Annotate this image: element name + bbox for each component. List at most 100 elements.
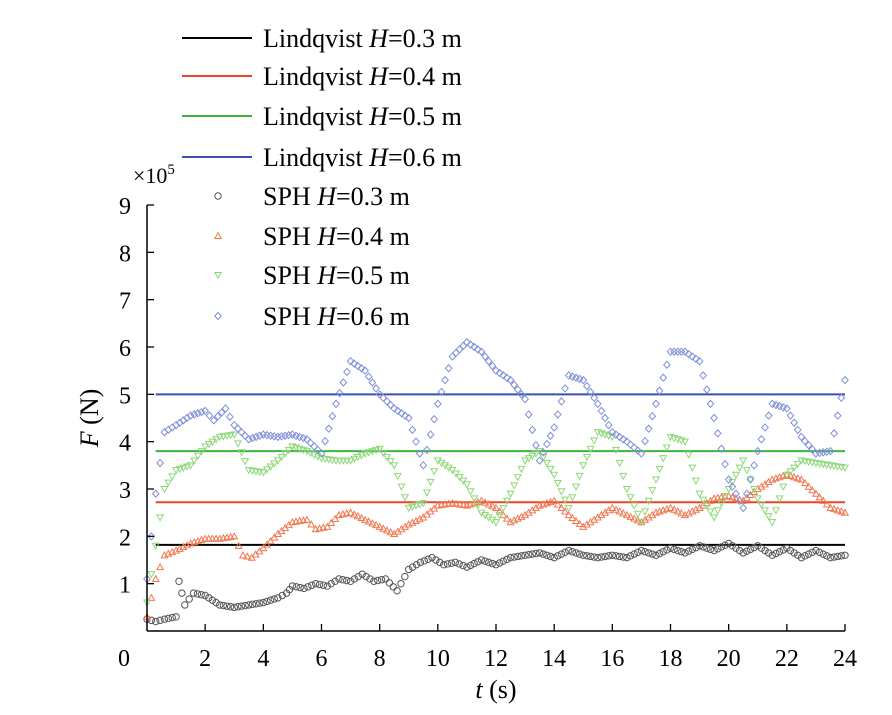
data-point bbox=[492, 561, 500, 569]
data-point bbox=[390, 529, 399, 538]
data-point bbox=[666, 544, 675, 552]
data-point bbox=[259, 469, 268, 477]
data-point bbox=[383, 397, 391, 406]
data-point bbox=[521, 457, 530, 465]
data-point bbox=[823, 552, 831, 560]
data-point bbox=[147, 616, 156, 625]
data-point bbox=[455, 500, 464, 508]
data-point bbox=[582, 520, 591, 528]
data-point bbox=[502, 514, 511, 522]
y-tick-label: 3 bbox=[119, 478, 131, 504]
data-point bbox=[292, 583, 300, 591]
data-point bbox=[681, 549, 689, 557]
data-point bbox=[790, 472, 799, 481]
data-point bbox=[156, 616, 164, 625]
data-point bbox=[550, 471, 559, 480]
data-point bbox=[308, 581, 316, 589]
data-point bbox=[710, 514, 719, 522]
data-point bbox=[466, 561, 475, 570]
data-point bbox=[346, 457, 355, 465]
data-point bbox=[604, 506, 613, 514]
y-multiplier-label: ×105 bbox=[133, 162, 175, 188]
data-point bbox=[375, 522, 384, 530]
data-point bbox=[546, 465, 555, 474]
data-point bbox=[833, 506, 842, 514]
data-point bbox=[462, 481, 471, 489]
data-point bbox=[346, 577, 355, 585]
legend-label: Lindqvist H=0.4 m bbox=[263, 62, 462, 91]
data-point bbox=[288, 582, 297, 590]
data-point bbox=[266, 536, 275, 545]
data-point bbox=[248, 600, 257, 609]
data-point bbox=[772, 549, 780, 558]
data-point bbox=[226, 432, 235, 440]
data-point bbox=[532, 440, 540, 450]
data-point bbox=[397, 483, 406, 491]
x-tick-label: 0 bbox=[118, 646, 130, 672]
data-point bbox=[441, 462, 450, 470]
data-point bbox=[485, 558, 493, 567]
data-point bbox=[263, 597, 271, 606]
data-point bbox=[255, 431, 264, 441]
data-point bbox=[513, 385, 522, 394]
data-point bbox=[710, 413, 719, 423]
data-point bbox=[237, 427, 246, 437]
data-point bbox=[217, 408, 226, 417]
data-point bbox=[223, 602, 231, 610]
data-point bbox=[800, 478, 810, 487]
x-tick-label: 10 bbox=[426, 646, 450, 672]
data-point bbox=[815, 493, 824, 501]
data-point bbox=[604, 420, 613, 430]
data-point bbox=[221, 404, 230, 413]
data-point bbox=[381, 575, 390, 583]
data-point bbox=[619, 435, 628, 444]
data-point bbox=[430, 414, 439, 424]
data-point bbox=[234, 541, 243, 549]
data-point bbox=[750, 461, 758, 470]
data-point bbox=[793, 461, 802, 469]
data-point bbox=[557, 550, 566, 558]
x-tick-label: 20 bbox=[717, 646, 741, 672]
data-point bbox=[553, 410, 562, 419]
data-point bbox=[510, 553, 518, 561]
data-point bbox=[713, 429, 722, 438]
data-point bbox=[266, 463, 275, 471]
data-point bbox=[502, 497, 511, 506]
data-point bbox=[377, 576, 386, 584]
data-point bbox=[273, 432, 282, 442]
data-point bbox=[699, 496, 708, 504]
data-point bbox=[186, 462, 195, 470]
data-point bbox=[244, 435, 253, 444]
data-point bbox=[550, 553, 558, 562]
data-point bbox=[840, 464, 850, 472]
data-point bbox=[815, 448, 824, 458]
data-point bbox=[327, 518, 336, 526]
data-point bbox=[611, 505, 621, 513]
data-point bbox=[593, 399, 602, 409]
data-point bbox=[451, 470, 461, 478]
data-point bbox=[433, 399, 442, 409]
data-point bbox=[794, 551, 802, 559]
data-point bbox=[393, 587, 401, 595]
legend-item: Lindqvist H=0.6 m bbox=[182, 143, 462, 172]
data-point bbox=[386, 400, 395, 410]
data-point bbox=[641, 436, 649, 446]
data-point bbox=[366, 575, 374, 583]
data-point bbox=[742, 467, 751, 475]
axes bbox=[146, 205, 845, 632]
data-point bbox=[321, 436, 330, 446]
data-point bbox=[473, 345, 482, 354]
data-point bbox=[448, 352, 457, 361]
data-point bbox=[804, 550, 813, 558]
data-point bbox=[426, 430, 435, 439]
data-point bbox=[539, 550, 547, 558]
data-point bbox=[804, 440, 813, 450]
data-point bbox=[197, 407, 206, 417]
data-point bbox=[779, 483, 788, 491]
data-point bbox=[710, 546, 718, 555]
data-point bbox=[495, 511, 504, 520]
data-point bbox=[281, 450, 290, 458]
data-point bbox=[630, 514, 639, 522]
plot-area bbox=[142, 338, 850, 626]
